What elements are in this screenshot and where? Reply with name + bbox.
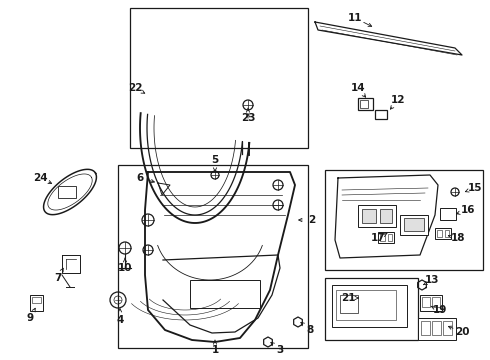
- Text: 20: 20: [455, 327, 469, 337]
- Bar: [362, 209, 376, 223]
- Text: 19: 19: [433, 305, 447, 315]
- Bar: [336, 290, 396, 320]
- Bar: [58, 186, 76, 198]
- Text: 11: 11: [348, 13, 362, 23]
- Text: 23: 23: [241, 113, 255, 123]
- Text: 7: 7: [54, 273, 62, 283]
- Bar: [418, 318, 456, 340]
- Bar: [420, 295, 442, 311]
- Text: 8: 8: [306, 325, 314, 335]
- Text: 4: 4: [116, 315, 123, 325]
- Text: 15: 15: [468, 183, 482, 193]
- Bar: [358, 98, 373, 110]
- Bar: [432, 297, 440, 307]
- Bar: [435, 228, 451, 239]
- Polygon shape: [315, 22, 462, 55]
- Bar: [421, 321, 430, 335]
- Text: 9: 9: [26, 313, 33, 323]
- Text: 17: 17: [371, 233, 385, 243]
- Bar: [432, 321, 441, 335]
- Bar: [190, 280, 260, 308]
- Text: 6: 6: [136, 173, 144, 183]
- Bar: [445, 230, 449, 237]
- Bar: [378, 232, 394, 243]
- Text: 22: 22: [128, 83, 142, 93]
- Bar: [380, 234, 385, 241]
- Polygon shape: [44, 169, 97, 215]
- Text: 16: 16: [461, 205, 475, 215]
- Text: 24: 24: [33, 173, 48, 183]
- Bar: [325, 170, 483, 270]
- Bar: [440, 208, 456, 220]
- Text: 21: 21: [341, 293, 355, 303]
- Bar: [332, 285, 407, 327]
- Text: 3: 3: [276, 345, 284, 355]
- Bar: [437, 230, 442, 237]
- Bar: [360, 100, 368, 108]
- Text: 1: 1: [211, 345, 219, 355]
- Bar: [375, 110, 387, 119]
- Text: 13: 13: [425, 275, 439, 285]
- Bar: [400, 215, 428, 235]
- Bar: [325, 278, 418, 340]
- Bar: [422, 297, 430, 307]
- Bar: [443, 321, 452, 335]
- Text: 5: 5: [211, 155, 219, 165]
- Text: 10: 10: [118, 263, 132, 273]
- Bar: [388, 234, 392, 241]
- Bar: [130, 8, 308, 148]
- Bar: [340, 295, 358, 313]
- Text: 12: 12: [391, 95, 405, 105]
- Bar: [404, 218, 424, 231]
- Text: 14: 14: [351, 83, 366, 93]
- Text: 2: 2: [308, 215, 316, 225]
- Bar: [118, 165, 308, 348]
- Bar: [358, 205, 396, 227]
- Bar: [30, 295, 43, 311]
- Bar: [32, 297, 41, 303]
- Bar: [380, 209, 392, 223]
- Text: 18: 18: [451, 233, 465, 243]
